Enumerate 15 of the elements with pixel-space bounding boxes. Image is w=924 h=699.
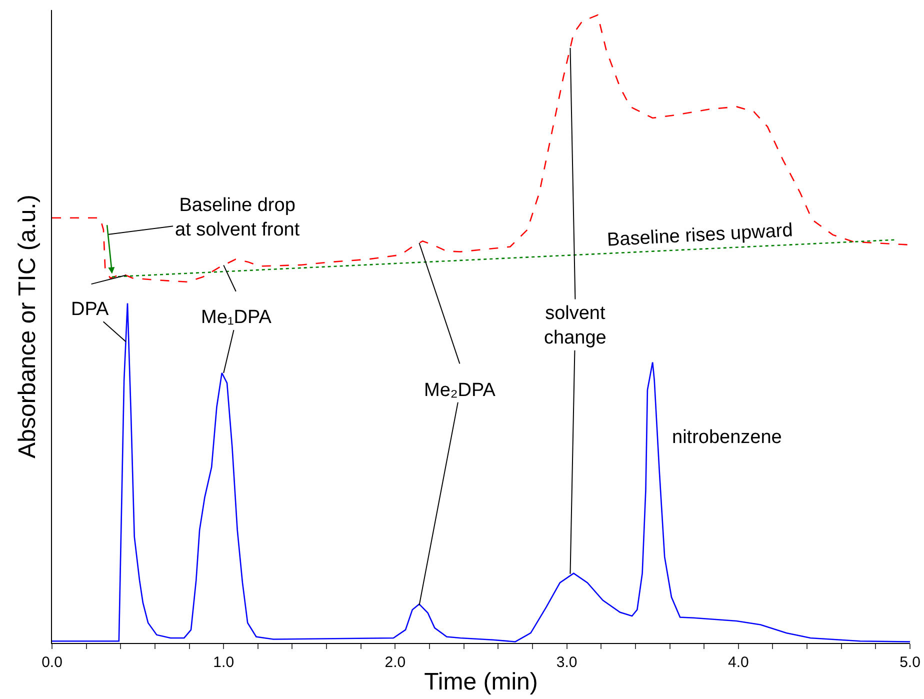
x-axis-title: Time (min) [424,668,538,696]
x-tick-label: 2.0 [384,654,406,671]
x-tick-label: 0.0 [42,654,62,671]
x-tick-label: 4.0 [728,654,749,671]
x-tick-label: 5.0 [900,654,920,671]
annotation: DPA [71,299,109,320]
x-tick-label: 1.0 [213,654,234,671]
annotation: Baseline drop at solvent front [175,195,300,241]
annotation: Me₂DPA [424,380,496,401]
annotation: Baseline rises upward [606,220,794,251]
x-tick-label: 3.0 [556,654,578,671]
annotation: Me₁DPA [201,307,272,328]
annotation: solvent change [544,303,606,349]
y-axis-title: Absorbance or TIC (a.u.) [14,194,42,458]
annotation: nitrobenzene [672,427,782,448]
